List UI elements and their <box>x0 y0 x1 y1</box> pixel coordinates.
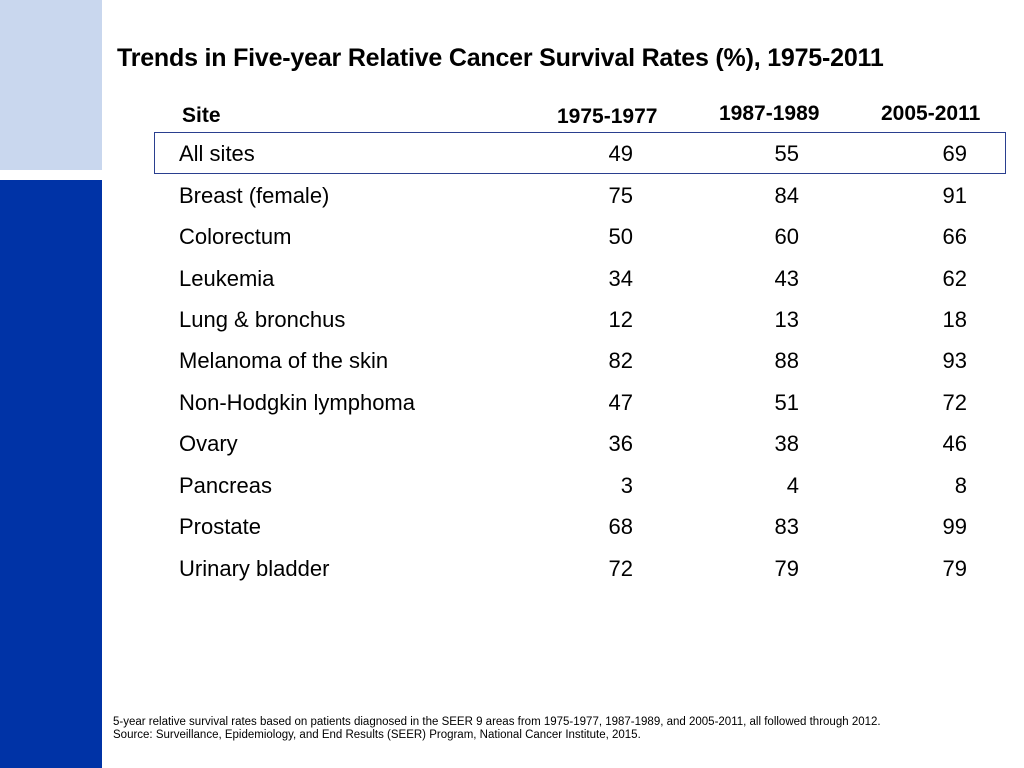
table-row: Prostate 68 83 99 <box>0 506 1024 548</box>
table-row: Ovary 36 38 46 <box>0 423 1024 465</box>
row-value-2005-2011: 91 <box>942 182 967 208</box>
row-site: Non-Hodgkin lymphoma <box>179 389 415 415</box>
row-value-1987-1989: 60 <box>774 224 799 249</box>
row-value-2005-2011: 69 <box>942 141 967 166</box>
row-value-1987-1989: 38 <box>774 431 799 456</box>
table-row: Urinary bladder 72 79 79 <box>0 548 1024 590</box>
row-value-1975-1977: 49 <box>608 141 633 166</box>
row-site: All sites <box>179 141 255 166</box>
row-value-1975-1977: 36 <box>608 431 633 456</box>
row-value-1987-1989: 79 <box>774 555 799 581</box>
table-row: Pancreas 3 4 8 <box>0 465 1024 507</box>
row-value-1987-1989: 83 <box>774 514 799 539</box>
row-value-1987-1989: 4 <box>786 472 799 498</box>
row-value-1975-1977: 3 <box>620 472 633 498</box>
row-value-2005-2011: 72 <box>942 389 967 415</box>
row-value-1975-1977: 50 <box>608 224 633 249</box>
table-row: Breast (female) 75 84 91 <box>0 175 1024 217</box>
footnote: 5-year relative survival rates based on … <box>113 716 973 742</box>
table-row: Leukemia 34 43 62 <box>0 258 1024 300</box>
row-value-1987-1989: 88 <box>774 348 799 373</box>
row-value-1975-1977: 68 <box>608 514 633 539</box>
column-header-2005-2011: 2005-2011 <box>881 102 981 125</box>
row-value-2005-2011: 18 <box>942 307 967 332</box>
row-site: Leukemia <box>179 265 275 291</box>
row-site: Colorectum <box>179 224 292 249</box>
sidebar-accent-light <box>0 0 102 170</box>
row-value-2005-2011: 8 <box>954 472 967 498</box>
row-site: Breast (female) <box>179 182 330 208</box>
row-value-1987-1989: 51 <box>774 389 799 415</box>
row-value-1975-1977: 82 <box>608 348 633 373</box>
all-sites-highlight-box <box>154 132 1006 174</box>
row-value-1975-1977: 47 <box>608 389 633 415</box>
table-row: Colorectum 50 60 66 <box>0 216 1024 258</box>
row-value-1987-1989: 43 <box>774 265 799 291</box>
row-site: Melanoma of the skin <box>179 348 389 373</box>
table-row: Non-Hodgkin lymphoma 47 51 72 <box>0 382 1024 424</box>
row-value-2005-2011: 62 <box>942 265 967 291</box>
column-header-1987-1989: 1987-1989 <box>719 102 820 125</box>
row-value-1987-1989: 55 <box>774 141 799 166</box>
row-value-1975-1977: 34 <box>608 265 633 291</box>
table-row: All sites 49 55 69 <box>0 133 1024 175</box>
footnote-source: Source: Surveillance, Epidemiology, and … <box>113 729 641 741</box>
row-value-2005-2011: 99 <box>942 514 967 539</box>
row-value-2005-2011: 93 <box>942 348 967 373</box>
footnote-methods: 5-year relative survival rates based on … <box>113 716 881 728</box>
row-site: Ovary <box>179 431 238 456</box>
row-value-2005-2011: 79 <box>942 555 967 581</box>
column-header-1975-1977: 1975-1977 <box>557 105 658 128</box>
sidebar-accent-dark <box>0 180 102 768</box>
row-value-1987-1989: 13 <box>774 307 799 332</box>
table-row: Lung & bronchus 12 13 18 <box>0 299 1024 341</box>
row-value-2005-2011: 46 <box>942 431 967 456</box>
row-value-1975-1977: 72 <box>608 555 633 581</box>
row-value-1987-1989: 84 <box>774 182 799 208</box>
table-row: Melanoma of the skin 82 88 93 <box>0 340 1024 382</box>
row-site: Lung & bronchus <box>179 307 346 332</box>
row-site: Prostate <box>179 514 261 539</box>
row-site: Urinary bladder <box>179 555 330 581</box>
slide-title: Trends in Five-year Relative Cancer Surv… <box>117 44 884 72</box>
column-header-site: Site <box>182 104 221 127</box>
row-value-2005-2011: 66 <box>942 224 967 249</box>
row-site: Pancreas <box>179 472 272 498</box>
row-value-1975-1977: 75 <box>608 182 633 208</box>
row-value-1975-1977: 12 <box>608 307 633 332</box>
